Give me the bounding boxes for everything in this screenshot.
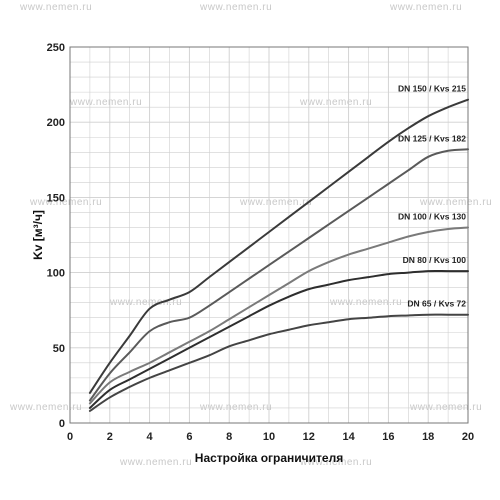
x-tick-label: 6	[186, 431, 192, 443]
series-label: DN 100 / Kvs 130	[398, 211, 466, 221]
series-labels: DN 150 / Kvs 215 DN 125 / Kvs 182 DN 100 /…	[398, 84, 466, 309]
x-tick-label: 18	[422, 431, 434, 443]
watermark-text: www.nemen.ru	[299, 457, 372, 468]
watermark-text: www.nemen.ru	[69, 97, 142, 108]
series-line	[88, 98, 469, 394]
y-tick-label: 50	[53, 343, 65, 355]
x-tick-label: 14	[342, 431, 355, 443]
watermarks: www.nemen.ru www.nemen.ru www.nemen.ru www.…	[9, 2, 492, 468]
y-tick-label: 250	[47, 42, 65, 54]
series-line	[88, 269, 469, 409]
watermark-text: www.nemen.ru	[389, 2, 462, 13]
watermark-text: www.nemen.ru	[199, 402, 272, 413]
x-tick-label: 8	[226, 431, 232, 443]
x-tick-label: 4	[147, 431, 154, 443]
y-tick-label: 0	[59, 418, 65, 430]
series-line	[88, 226, 469, 405]
x-tick-label: 12	[303, 431, 315, 443]
x-tick-label: 20	[462, 431, 474, 443]
x-tick-label: 0	[67, 431, 73, 443]
watermark-text: www.nemen.ru	[409, 402, 482, 413]
series-label: DN 80 / Kvs 100	[403, 255, 467, 265]
series-line	[88, 148, 469, 402]
x-tick-label: 16	[382, 431, 394, 443]
watermark-text: www.nemen.ru	[419, 197, 492, 208]
x-tick-label: 10	[263, 431, 275, 443]
chart-grid	[69, 46, 469, 424]
x-axis-title: Настройка ограничителя	[195, 451, 343, 465]
watermark-text: www.nemen.ru	[19, 2, 92, 13]
y-axis-title: Kv [м³/ч]	[31, 210, 45, 260]
series-line	[88, 313, 469, 412]
watermark-text: www.nemen.ru	[119, 457, 192, 468]
series-label: DN 150 / Kvs 215	[398, 84, 466, 94]
watermark-text: www.nemen.ru	[299, 97, 372, 108]
series-label: DN 65 / Kvs 72	[407, 299, 466, 309]
y-tick-label: 200	[47, 117, 65, 129]
y-tick-label: 100	[47, 268, 65, 280]
series-label: DN 125 / Kvs 182	[398, 133, 466, 143]
watermark-text: www.nemen.ru	[199, 2, 272, 13]
plot-frame	[69, 46, 469, 424]
watermark-text: www.nemen.ru	[9, 402, 82, 413]
x-tick-label: 2	[107, 431, 113, 443]
watermark-text: www.nemen.ru	[29, 197, 102, 208]
chart-series	[88, 98, 469, 412]
watermark-text: www.nemen.ru	[239, 197, 312, 208]
y-tick-label: 150	[47, 192, 65, 204]
